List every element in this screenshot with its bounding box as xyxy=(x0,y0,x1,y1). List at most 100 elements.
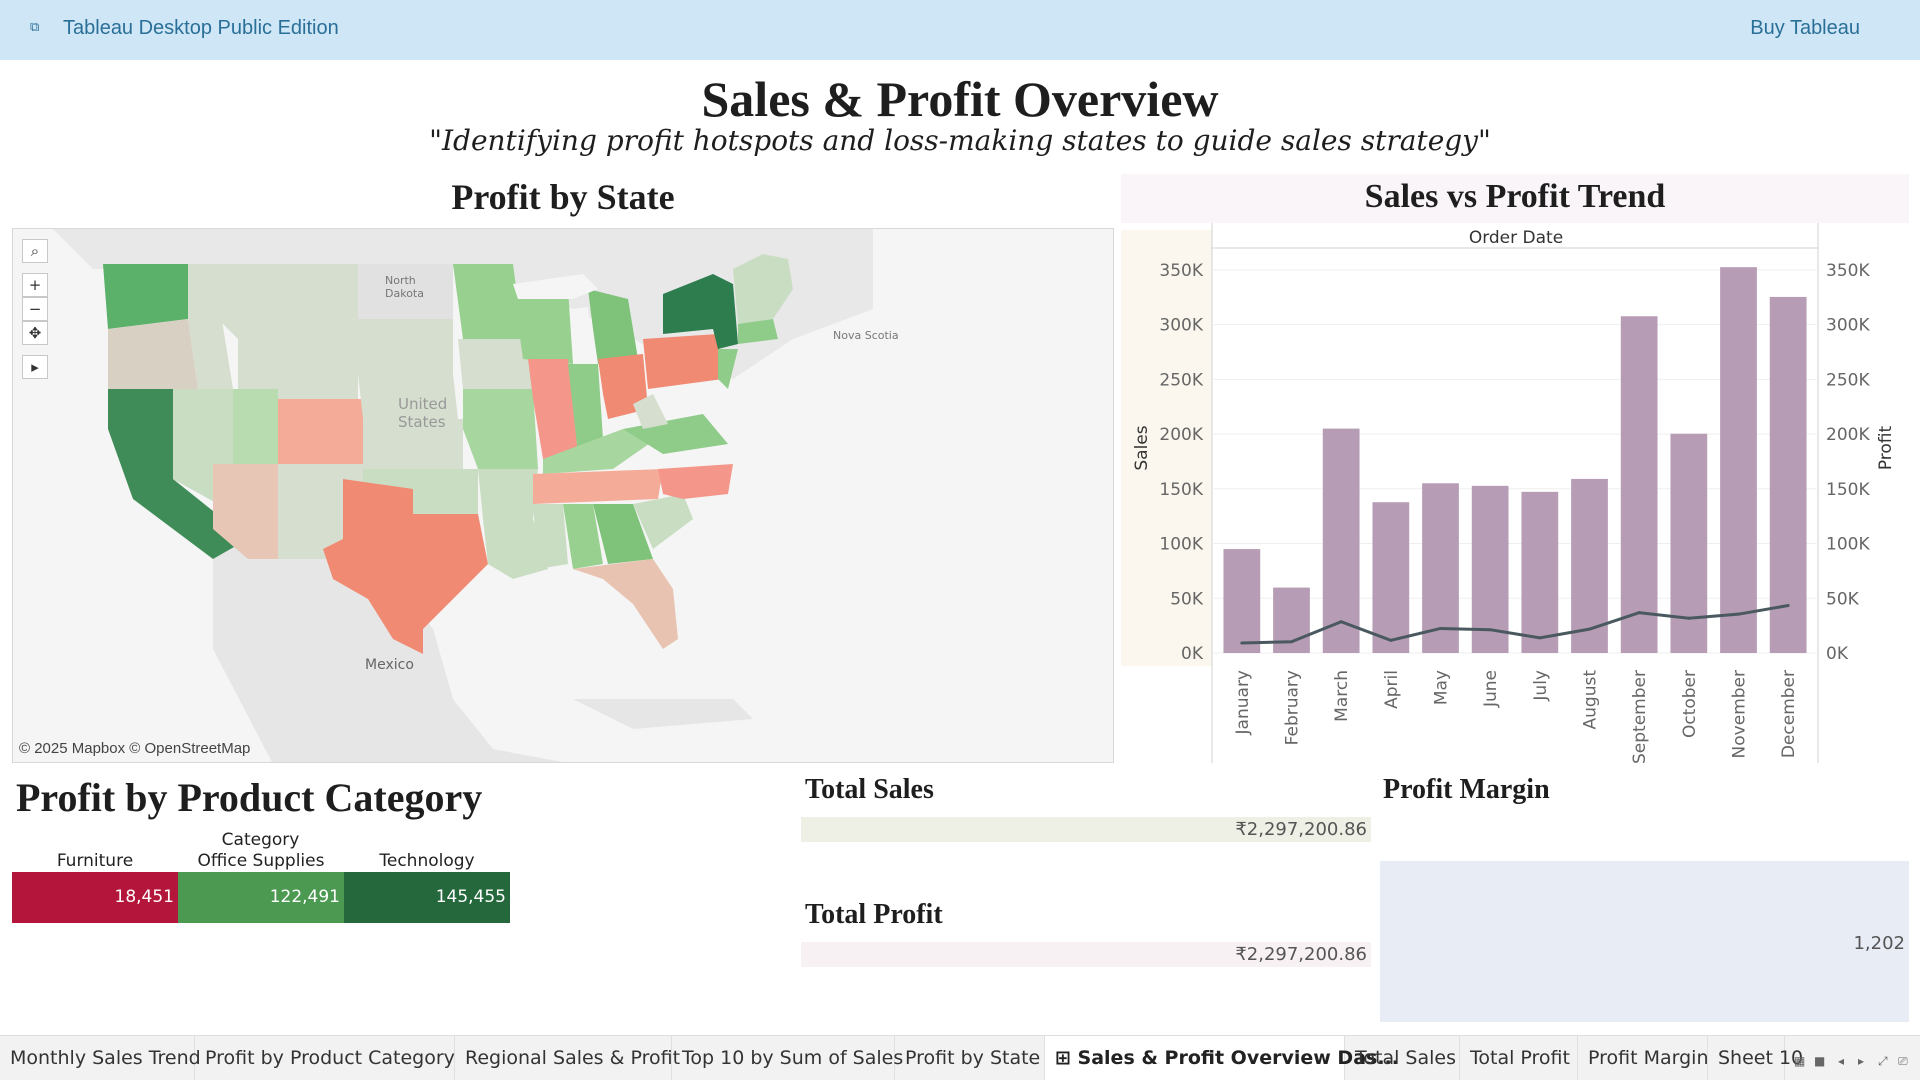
state-texas[interactable] xyxy=(323,479,488,654)
sheet-tab[interactable]: Monthly Sales Trend xyxy=(0,1036,201,1080)
state-michigan[interactable] xyxy=(588,289,638,364)
state-arizona[interactable] xyxy=(213,464,278,559)
sales-bar[interactable] xyxy=(1372,502,1410,653)
state-washington[interactable] xyxy=(103,264,188,329)
profit-point[interactable] xyxy=(1439,626,1442,630)
sales-bar[interactable] xyxy=(1720,267,1757,653)
state-wyoming[interactable] xyxy=(238,339,358,399)
state-arkansas[interactable] xyxy=(478,469,538,519)
sheet-tab[interactable]: Profit by State xyxy=(895,1036,1045,1080)
sheet-tab[interactable]: Top 10 by Sum of Sales xyxy=(672,1036,903,1080)
state-georgia[interactable] xyxy=(593,504,653,564)
state-north-carolina[interactable] xyxy=(658,464,733,499)
next-sheet-icon[interactable]: ▸ xyxy=(1858,1054,1865,1068)
sheet-tab[interactable]: Total Profit xyxy=(1460,1036,1578,1080)
sales-bar[interactable] xyxy=(1223,549,1261,653)
state-new-england[interactable] xyxy=(733,254,793,324)
map-search-icon[interactable]: ⌕ xyxy=(22,239,48,263)
state-indiana[interactable] xyxy=(568,364,603,454)
sheet-tab[interactable]: Sheet 10 xyxy=(1708,1036,1803,1080)
prev-sheet-icon[interactable]: ◂ xyxy=(1838,1054,1845,1068)
sheet-tab[interactable]: ⊞ Sales & Profit Overview Das... xyxy=(1045,1036,1399,1080)
state-west-virginia[interactable] xyxy=(633,394,668,429)
filmstrip-icon[interactable]: ■ xyxy=(1814,1054,1826,1068)
expand-icon[interactable]: ⤢ xyxy=(1878,1054,1888,1068)
profit-line[interactable] xyxy=(1241,604,1789,645)
state-kansas[interactable] xyxy=(363,419,463,469)
map-canvas[interactable]: North Dakota United States Nova Scotia M… xyxy=(13,229,1114,763)
state-minnesota[interactable] xyxy=(453,264,523,339)
total-profit-title: Total Profit xyxy=(805,899,943,930)
state-tennessee[interactable] xyxy=(533,469,663,504)
profit-by-state-map[interactable]: North Dakota United States Nova Scotia M… xyxy=(12,228,1114,763)
state-montana[interactable] xyxy=(213,264,358,339)
state-mississippi[interactable] xyxy=(533,504,568,569)
sales-bar[interactable] xyxy=(1471,485,1509,653)
sales-bar[interactable] xyxy=(1322,428,1360,653)
state-illinois[interactable] xyxy=(528,359,578,459)
category-bar[interactable]: 145,455 xyxy=(344,872,510,923)
profit-point[interactable] xyxy=(1538,636,1542,640)
state-iowa[interactable] xyxy=(458,339,533,389)
sales-bar[interactable] xyxy=(1422,483,1459,653)
top-bar: ⧉ Tableau Desktop Public Edition Buy Tab… xyxy=(0,0,1920,60)
state-alabama[interactable] xyxy=(563,504,603,569)
state-louisiana[interactable] xyxy=(483,519,548,579)
profit-point[interactable] xyxy=(1786,604,1790,608)
dashboard-subtitle: "Identifying profit hotspots and loss-ma… xyxy=(429,124,1491,157)
state-south-carolina[interactable] xyxy=(633,494,693,549)
sheet-tabs: Monthly Sales Trend Profit by Product Cat… xyxy=(0,1035,1920,1080)
sheet-tab[interactable]: Regional Sales & Profit xyxy=(455,1036,680,1080)
profit-point[interactable] xyxy=(1339,620,1343,624)
profit-point[interactable] xyxy=(1240,641,1244,645)
profit-point[interactable] xyxy=(1637,611,1641,615)
state-idaho[interactable] xyxy=(188,264,233,389)
state-utah[interactable] xyxy=(233,389,278,464)
category-bar[interactable]: 18,451 xyxy=(12,872,178,923)
state-massachusetts[interactable] xyxy=(738,319,778,344)
state-oklahoma[interactable] xyxy=(363,469,478,514)
sales-bar[interactable] xyxy=(1670,433,1708,653)
profit-point[interactable] xyxy=(1588,627,1591,631)
trend-chart-svg[interactable]: Order Date 0K 0K 50K 50K 100K 100K 150K 150K 200… xyxy=(1121,223,1909,764)
state-missouri[interactable] xyxy=(463,389,538,469)
x-tick-label: February xyxy=(1283,670,1303,745)
profit-point[interactable] xyxy=(1488,628,1492,632)
x-tick-label: August xyxy=(1581,670,1601,730)
sales-profit-trend-chart[interactable]: Order Date 0K 0K 50K 50K 100K 100K 150K 150K 200… xyxy=(1121,223,1909,764)
sheet-tab[interactable]: Profit by Product Category xyxy=(195,1036,455,1080)
buy-tableau-link[interactable]: Buy Tableau xyxy=(1750,17,1860,39)
state-kentucky[interactable] xyxy=(543,429,663,474)
map-pan-icon[interactable]: ✥ xyxy=(22,321,48,345)
presentation-icon[interactable]: ⎚ xyxy=(1898,1054,1908,1068)
state-oregon[interactable] xyxy=(108,319,198,389)
profit-point[interactable] xyxy=(1290,640,1293,644)
state-nebraska[interactable] xyxy=(358,374,458,419)
app-title: Tableau Desktop Public Edition xyxy=(63,17,339,39)
map-zoom-out-icon[interactable]: − xyxy=(22,297,48,321)
grid-view-icon[interactable]: ▦ xyxy=(1794,1054,1806,1068)
state-pennsylvania[interactable] xyxy=(643,334,723,389)
state-new-jersey[interactable] xyxy=(718,349,738,389)
state-south-dakota[interactable] xyxy=(358,319,453,374)
state-wisconsin[interactable] xyxy=(513,289,573,364)
state-florida[interactable] xyxy=(573,559,678,649)
profit-point[interactable] xyxy=(1389,638,1393,642)
map-play-icon[interactable]: ▸ xyxy=(22,355,48,379)
total-sales-title: Total Sales xyxy=(805,774,934,805)
map-zoom-in-icon[interactable]: + xyxy=(22,273,48,297)
sheet-tab[interactable]: Profit Margin xyxy=(1578,1036,1709,1080)
state-colorado[interactable] xyxy=(278,399,363,464)
sales-bar[interactable] xyxy=(1769,296,1807,653)
sales-bar[interactable] xyxy=(1521,491,1559,653)
category-bar[interactable]: 122,491 xyxy=(178,872,344,923)
sales-bar[interactable] xyxy=(1620,316,1658,653)
sheet-tab[interactable]: Total Sales xyxy=(1345,1036,1460,1080)
profit-point[interactable] xyxy=(1687,616,1691,620)
profit-point[interactable] xyxy=(1737,612,1740,616)
state-virginia[interactable] xyxy=(623,414,728,454)
sales-bar[interactable] xyxy=(1571,478,1608,653)
state-new-mexico[interactable] xyxy=(278,464,363,559)
state-north-dakota[interactable] xyxy=(358,264,453,319)
state-new-york[interactable] xyxy=(663,274,738,349)
